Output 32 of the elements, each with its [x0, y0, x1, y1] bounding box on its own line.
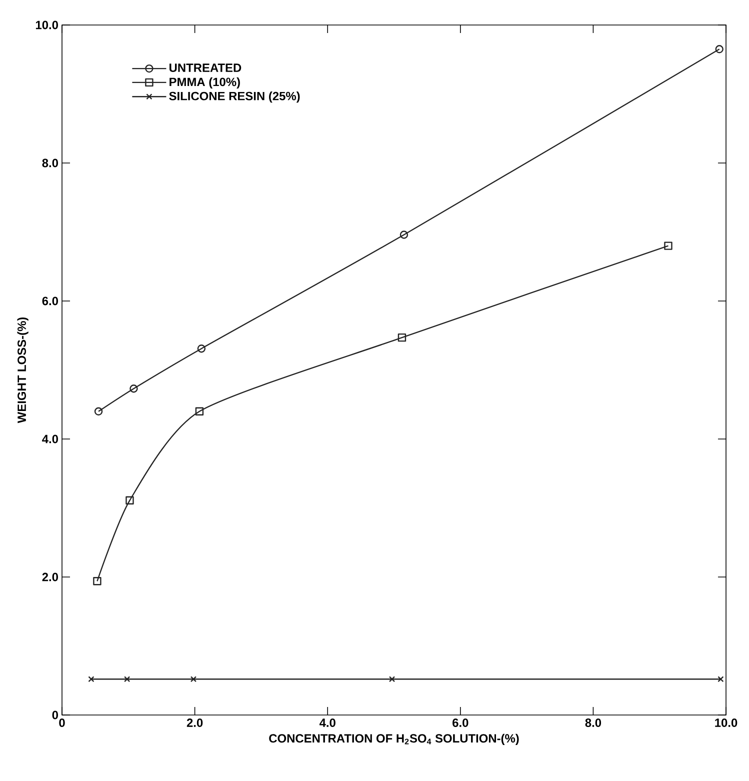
- point: [388, 676, 396, 682]
- point: [195, 407, 204, 416]
- point: [94, 407, 103, 416]
- point: [664, 242, 672, 250]
- x-tick-label: 0: [59, 718, 65, 727]
- point: [398, 333, 406, 342]
- y-axis-title: WEIGHT LOSS-(%): [17, 317, 28, 424]
- y-tick-label: 4.0: [42, 434, 58, 444]
- point: [124, 676, 130, 682]
- x-tick-label: 2.0: [186, 718, 203, 727]
- point: [130, 384, 138, 393]
- y-tick-label: 6.0: [42, 296, 58, 306]
- legend-label: PMMA (10%): [170, 77, 240, 89]
- point: [718, 676, 724, 682]
- point: [126, 496, 134, 505]
- x-tick-label: 4.0: [319, 718, 336, 727]
- point: [93, 577, 102, 586]
- point: [197, 344, 206, 353]
- point: [715, 45, 724, 54]
- x-tick-label: 8.0: [585, 718, 602, 727]
- legend-label: UNTREATED: [170, 64, 242, 72]
- y-tick-label: 10.0: [36, 20, 58, 30]
- legend-label: SILICONE RESIN (25%): [169, 92, 300, 103]
- x-tick-label: 10.0: [715, 718, 738, 727]
- point: [88, 676, 94, 682]
- y-tick-label: 0: [52, 710, 58, 720]
- x-tick-label: 6.0: [452, 718, 468, 727]
- y-tick-label: 2.0: [42, 572, 58, 582]
- y-tick-label: 8.0: [42, 158, 58, 168]
- point: [190, 676, 197, 682]
- point: [400, 230, 408, 239]
- x-axis-title: CONCENTRATION OF H$_{2}$SO$_{4}$ SOLUTION-(%): [269, 734, 519, 745]
